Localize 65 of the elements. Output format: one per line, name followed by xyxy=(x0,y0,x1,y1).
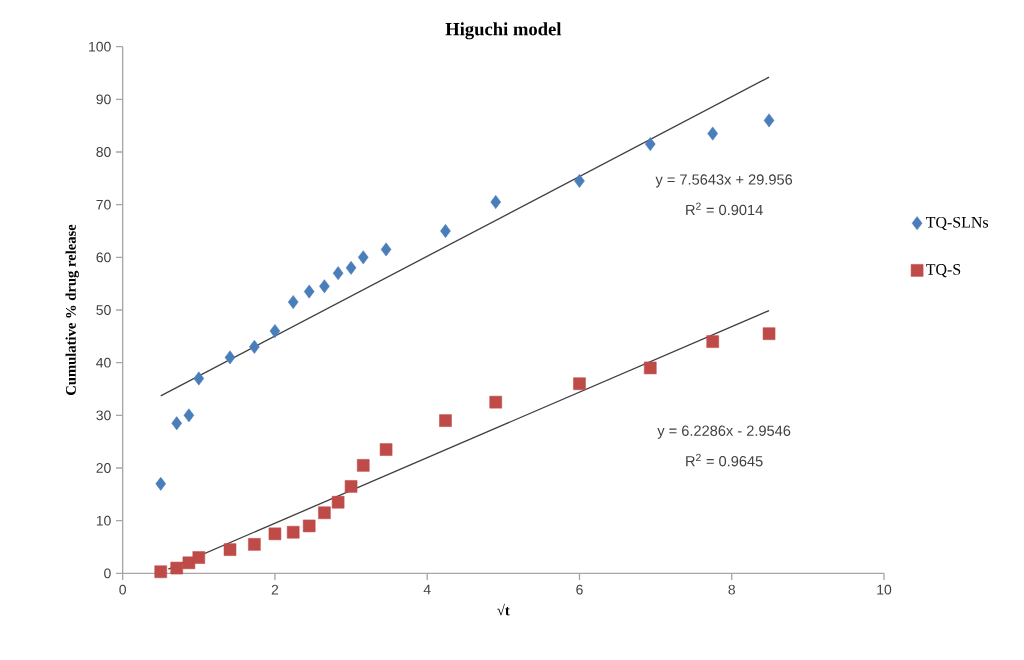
point xyxy=(183,408,195,423)
point xyxy=(489,395,502,409)
annotation: R$^{2}$ = 0.9014 xyxy=(686,202,763,216)
point xyxy=(286,525,300,539)
y-tick-label: 100 xyxy=(89,41,111,52)
y-tick-label: 80 xyxy=(96,147,111,157)
point xyxy=(440,224,451,238)
point xyxy=(344,480,358,493)
y-tick-label: 20 xyxy=(96,463,111,473)
x-tick-label: 8 xyxy=(728,584,736,595)
point xyxy=(171,416,182,431)
point xyxy=(345,260,357,275)
point xyxy=(170,561,183,575)
y-tick-label: 10 xyxy=(96,515,111,526)
point xyxy=(763,113,775,128)
legend-label: TQ-S xyxy=(926,264,961,278)
point xyxy=(332,266,344,281)
point xyxy=(193,371,205,386)
y-tick-label: 70 xyxy=(96,199,111,210)
annotation: y = 7.5643x + 29.956 xyxy=(655,174,793,188)
point xyxy=(356,459,370,472)
point xyxy=(303,284,315,299)
x-tick-label: 2 xyxy=(271,584,279,595)
point xyxy=(268,527,282,541)
point xyxy=(319,279,330,294)
point xyxy=(706,335,719,348)
x-tick-label: 4 xyxy=(423,584,431,595)
point xyxy=(439,414,452,427)
point xyxy=(707,126,718,141)
y-tick-label: 50 xyxy=(96,305,111,315)
point xyxy=(287,295,299,310)
x-axis-title: √t xyxy=(497,603,510,616)
y-tick-label: 30 xyxy=(96,410,111,421)
point xyxy=(192,551,206,564)
point xyxy=(155,476,166,491)
point xyxy=(574,174,585,188)
point xyxy=(645,137,656,152)
point xyxy=(223,543,237,556)
point xyxy=(248,538,261,551)
legend-label: TQ-SLNs xyxy=(926,216,989,231)
point xyxy=(379,443,393,456)
point xyxy=(644,361,657,375)
x-tick-label: 0 xyxy=(119,584,126,595)
y-tick-label: 40 xyxy=(96,357,111,368)
point xyxy=(154,565,167,579)
point xyxy=(573,377,586,390)
y-tick-label: 90 xyxy=(96,94,111,105)
y-axis-title: Cumulative % drug release xyxy=(65,224,79,395)
point xyxy=(357,250,369,265)
point xyxy=(490,195,501,209)
chart-title: Higuchi model xyxy=(445,22,562,40)
point xyxy=(380,242,392,257)
y-tick-label: 0 xyxy=(104,568,111,579)
point xyxy=(224,350,236,365)
point xyxy=(249,339,260,354)
annotation: R$^{2}$ = 0.9645 xyxy=(686,453,763,467)
point xyxy=(762,327,776,340)
y-tick-label: 60 xyxy=(96,252,111,263)
point xyxy=(318,506,331,520)
annotation: y = 6.2286x - 2.9546 xyxy=(657,425,791,439)
x-tick-label: 6 xyxy=(576,584,583,595)
point xyxy=(302,519,316,533)
point xyxy=(269,324,281,338)
x-tick-label: 10 xyxy=(877,584,892,595)
point xyxy=(331,495,345,509)
